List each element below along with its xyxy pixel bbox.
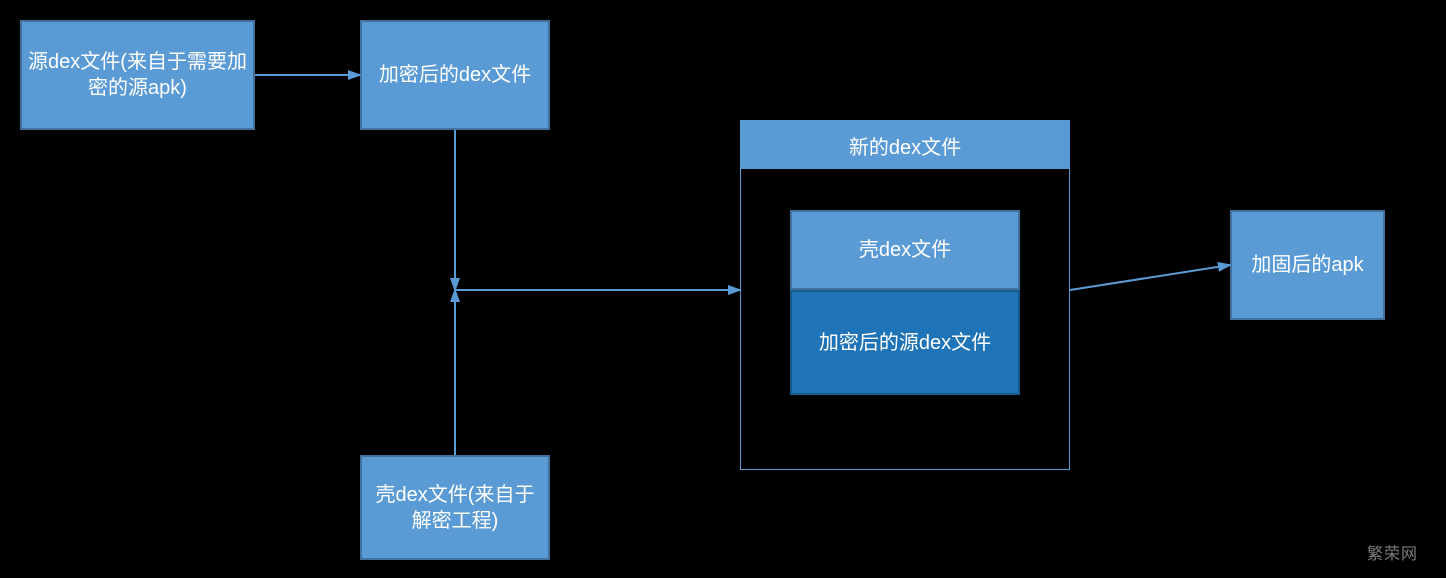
node-shell-dex: 壳dex文件(来自于解密工程) [360, 455, 550, 560]
node-inner-encrypted-src-dex: 加密后的源dex文件 [790, 290, 1020, 395]
node-hardened-apk: 加固后的apk [1230, 210, 1385, 320]
node-label: 加密后的dex文件 [379, 62, 531, 88]
edge [1070, 265, 1230, 290]
node-label: 加固后的apk [1251, 252, 1363, 278]
container-title-label: 新的dex文件 [849, 131, 961, 160]
watermark: 繁荣网 [1367, 540, 1418, 564]
node-label: 加密后的源dex文件 [819, 330, 991, 356]
node-encrypted-dex: 加密后的dex文件 [360, 20, 550, 130]
container-title: 新的dex文件 [741, 121, 1069, 169]
node-label: 源dex文件(来自于需要加密的源apk) [26, 49, 249, 101]
node-source-dex: 源dex文件(来自于需要加密的源apk) [20, 20, 255, 130]
node-inner-shell-dex: 壳dex文件 [790, 210, 1020, 290]
node-label: 壳dex文件 [859, 237, 951, 263]
node-label: 壳dex文件(来自于解密工程) [366, 482, 544, 534]
watermark-text: 繁荣网 [1367, 546, 1418, 563]
